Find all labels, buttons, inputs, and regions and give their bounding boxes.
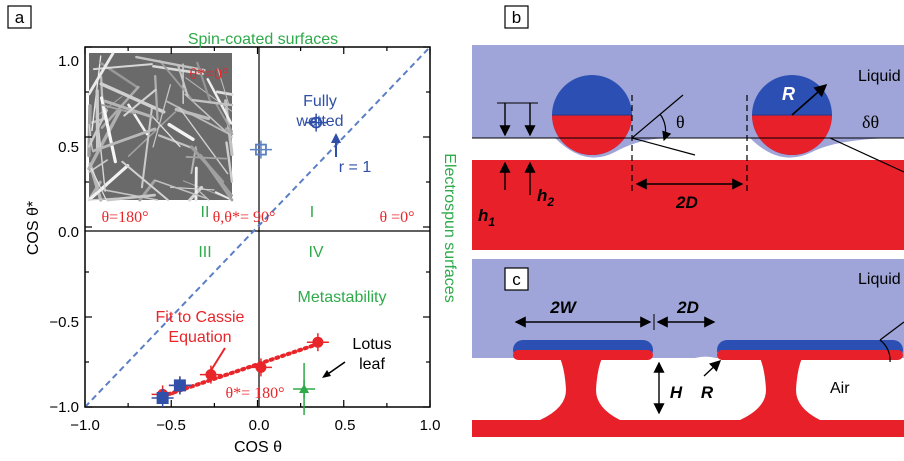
- radius-label: R: [782, 84, 795, 104]
- h1-label: h1: [478, 206, 495, 229]
- substrate: [472, 160, 904, 250]
- panel-b-label-box: [504, 5, 529, 29]
- theta-star-180-label: θ*= 180°: [225, 385, 284, 402]
- theta-90-label: θ,θ*= 90°: [213, 209, 276, 226]
- panel-a-label: a: [15, 8, 25, 27]
- metastability-label: Metastability: [298, 289, 387, 306]
- arrowhead-icon: [331, 133, 341, 143]
- pillar-cap-2-wetted: [717, 350, 903, 360]
- panel-c-label: c: [512, 270, 521, 289]
- data-point: [199, 365, 222, 384]
- substrate: [472, 420, 904, 437]
- fiber-wetted-part-1: [552, 115, 632, 155]
- x-tick-label: 0.5: [335, 417, 356, 434]
- data-point: [168, 376, 191, 395]
- y-tick-label: −0.5: [49, 314, 79, 331]
- x-tick-label: 0.0: [249, 417, 270, 434]
- y-tick-label: 1.0: [58, 53, 79, 70]
- contact-line: [631, 137, 696, 156]
- sem-inset-image: [87, 51, 234, 202]
- x-tick-label: 1.0: [420, 417, 441, 434]
- radius-label: R: [701, 383, 714, 402]
- 2d-label: 2D: [675, 193, 698, 212]
- 2w-label: 2W: [549, 298, 577, 317]
- radius-pointer: [703, 360, 722, 377]
- tangent-line: [879, 321, 904, 341]
- lotus-label: Lotus: [352, 336, 391, 353]
- panel-c-label-box: [504, 267, 529, 291]
- theta-label: θ: [676, 112, 685, 132]
- x-tick-label: −0.5: [156, 417, 186, 434]
- cassie-fit-line: [160, 342, 320, 399]
- fit-cassie-label: Fit to Cassie: [156, 309, 245, 326]
- electrospun-label: Electrospun surfaces: [441, 153, 458, 302]
- reference-diagonal-line: [84, 46, 431, 408]
- axis-ticks: [84, 46, 431, 408]
- 2d-label: 2D: [676, 298, 699, 317]
- data-point: [249, 140, 272, 159]
- h2-label: h2: [537, 186, 554, 209]
- pillar-2: [740, 358, 820, 420]
- tangent-line: [631, 94, 684, 139]
- theta-arc: [659, 113, 672, 142]
- height-label: H: [670, 383, 683, 402]
- data-point: [305, 113, 328, 132]
- y-tick-label: −1.0: [49, 399, 79, 416]
- panel-c: Liquid 2W 2D R H Air c: [472, 259, 904, 437]
- data-point: [293, 363, 316, 415]
- data-point: [151, 389, 174, 407]
- fully-label: Fully: [303, 93, 337, 110]
- delta-theta-label: δθ: [862, 112, 879, 132]
- quadrant-I-label: I: [310, 204, 314, 221]
- x-tick-label: −1.0: [70, 417, 100, 434]
- pillar-1: [540, 358, 620, 420]
- air-label: Air: [830, 380, 850, 397]
- equation-label: Equation: [168, 329, 231, 346]
- liquid-label: Liquid: [858, 271, 901, 288]
- theta-zero-label: θ =0°: [379, 209, 414, 226]
- panel-b-label: b: [512, 8, 521, 27]
- fit-pointer-line: [209, 347, 226, 373]
- theta-star-zero-label: θ*=0°: [189, 66, 228, 83]
- leaf-label: leaf: [359, 356, 385, 373]
- y-tick-label: 0.5: [58, 139, 79, 156]
- angle-arc: [879, 339, 891, 363]
- x-axis-label: COS θ: [234, 439, 282, 456]
- pillar-cap-1-wetted: [513, 350, 653, 360]
- data-point: [249, 358, 272, 377]
- air-gap: [472, 138, 904, 160]
- quadrant-III-label: III: [198, 244, 211, 261]
- quadrant-IV-label: IV: [308, 244, 323, 261]
- quadrant-II-label: II: [201, 204, 210, 221]
- arrowhead-icon: [322, 370, 331, 378]
- panel-a-label-box: [7, 5, 32, 29]
- fiber-wetted-part-2: [752, 115, 832, 155]
- panel-a: a −1.0 −0.5 0.0 0.5 1.0 −1.0 −0.5 0.0 0.…: [7, 5, 458, 456]
- r-equals-1-label: r = 1: [339, 159, 372, 176]
- liquid-label: Liquid: [858, 68, 901, 85]
- theta-180-label: θ=180°: [101, 209, 148, 226]
- y-axis-label: COS θ*: [25, 201, 42, 255]
- panel-b: b: [472, 5, 904, 250]
- spin-coated-label: Spin-coated surfaces: [188, 31, 338, 48]
- radius-arrow: [791, 83, 828, 116]
- contact-line-2: [829, 137, 904, 173]
- y-tick-label: 0.0: [58, 224, 79, 241]
- chart-marks: [151, 113, 329, 415]
- data-point: [306, 333, 329, 352]
- wetted-label: wetted: [295, 113, 343, 130]
